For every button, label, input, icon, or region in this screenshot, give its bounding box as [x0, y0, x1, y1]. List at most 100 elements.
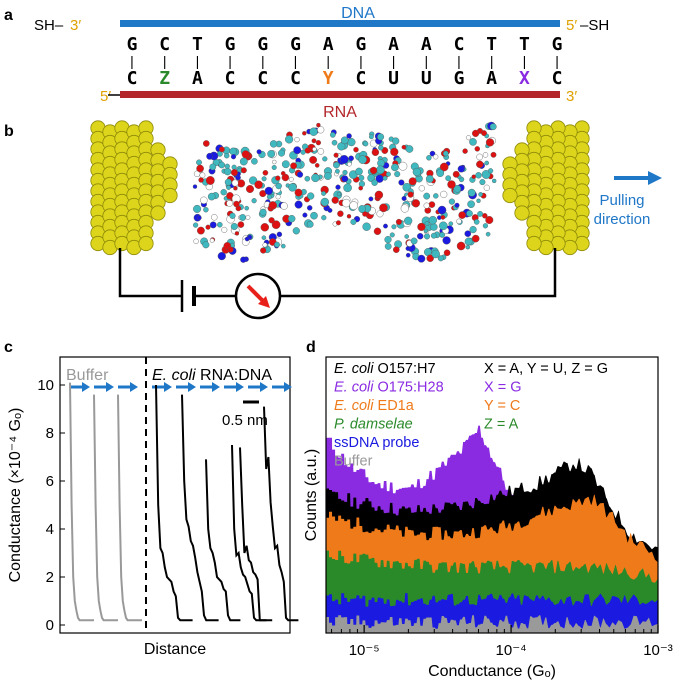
molecule-atom — [193, 238, 199, 245]
ammeter-arrowhead-icon — [258, 296, 270, 308]
molecule-atom — [275, 175, 281, 181]
molecule-atom — [401, 144, 407, 150]
molecule-atom — [430, 232, 437, 239]
molecule-atom — [404, 234, 410, 239]
molecule-atom — [281, 160, 290, 169]
molecule-atom — [220, 188, 227, 196]
molecule-atom — [262, 169, 269, 176]
molecule-atom — [296, 171, 304, 178]
circuit-wire-left — [118, 248, 182, 298]
molecule-atom — [376, 165, 385, 175]
trace-1-3 — [231, 444, 267, 622]
molecule-atom — [240, 256, 247, 263]
molecule-atom — [358, 205, 366, 213]
molecule-atom — [448, 221, 454, 226]
molecule-atom — [271, 164, 277, 170]
molecule-atom — [379, 203, 388, 213]
molecule-atom — [373, 227, 382, 236]
base-pair-bonds: | | | | | | | | | | | | | | — [130, 53, 559, 69]
molecule-atom — [342, 169, 348, 176]
molecule-atom — [390, 147, 399, 157]
dna-base-11: T — [486, 34, 497, 55]
right-gold-electrode — [502, 120, 590, 256]
rna-base-10: G — [454, 68, 465, 89]
molecule-atom — [234, 231, 240, 236]
molecule-atom — [280, 171, 286, 176]
dna-base-10: C — [454, 34, 465, 55]
panel-label-a: a — [4, 7, 13, 24]
molecule-atom — [241, 150, 250, 159]
pulling-label-1: Pulling — [599, 192, 644, 209]
panel-c-traces — [69, 382, 299, 622]
arrow-icon-1 — [106, 382, 114, 392]
molecule-atom — [452, 170, 460, 178]
y-tick-label-10: 10 — [37, 377, 54, 394]
gold-atom — [526, 235, 542, 252]
molecule-atom — [209, 221, 217, 229]
gold-atom — [514, 205, 530, 221]
trace-1-2 — [205, 459, 241, 622]
molecule-atom — [337, 142, 346, 151]
molecule-atom — [358, 155, 367, 164]
molecule-atom — [231, 164, 237, 170]
bond-0: | — [130, 53, 134, 69]
legend-italic: E. coli — [334, 361, 374, 377]
molecule-atom — [448, 198, 456, 205]
molecule-atom — [367, 174, 376, 182]
molecule-atom — [229, 147, 237, 156]
trace-0-2 — [117, 394, 142, 622]
rna-base-5: C — [290, 68, 301, 89]
molecule-atom — [216, 221, 223, 228]
trace-1-0 — [155, 384, 193, 622]
panel-d-x-ticks: 10⁻⁵ 10⁻⁴ 10⁻³ — [331, 625, 673, 659]
bond-6: | — [326, 53, 330, 69]
y-tick-label-2: 2 — [46, 569, 54, 586]
molecule-atom — [317, 148, 325, 155]
molecule-atom — [392, 246, 400, 253]
molecule-atom — [309, 127, 318, 136]
molecule-atom — [331, 196, 339, 204]
dna-base-4: G — [257, 34, 268, 55]
molecule-atom — [353, 146, 359, 153]
molecule-atom — [479, 179, 486, 186]
molecule-atom — [271, 220, 281, 229]
molecule-atom — [481, 130, 487, 137]
dna-label: DNA — [341, 5, 375, 22]
gold-atom — [138, 235, 154, 252]
molecule-atom — [259, 208, 267, 216]
bond-12: | — [523, 53, 527, 69]
molecule-atom — [245, 184, 254, 193]
molecule-atom — [369, 166, 378, 175]
molecule-atom — [226, 185, 232, 190]
molecule-atom — [437, 205, 447, 215]
molecule-atom — [233, 186, 238, 191]
panel-c-ylabel: Conductance (×10⁻⁴ Gₒ) — [7, 408, 24, 583]
molecule-atom — [417, 222, 426, 232]
molecule-atom — [203, 206, 209, 213]
legend-text: Buffer — [334, 454, 373, 470]
molecule-atom — [425, 174, 434, 183]
molecule-atom — [389, 232, 395, 238]
trace-1-4 — [239, 447, 273, 622]
molecule-atom — [244, 236, 250, 242]
molecule-atom — [481, 170, 491, 179]
rna-dna-molecule — [192, 121, 497, 263]
molecule-atom — [218, 161, 225, 169]
molecule-atom — [199, 172, 206, 179]
bond-3: | — [228, 53, 232, 69]
molecule-atom — [362, 222, 371, 231]
molecule-atom — [209, 238, 215, 243]
molecule-atom — [363, 141, 369, 147]
molecule-atom — [462, 148, 468, 154]
sh-left: SH– — [34, 17, 64, 34]
molecule-atom — [304, 147, 311, 154]
molecule-atom — [196, 215, 202, 221]
mapping-entry-3: Z = A — [484, 417, 519, 433]
molecule-atom — [260, 247, 267, 254]
molecule-atom — [261, 176, 267, 182]
molecule-atom — [233, 200, 240, 208]
panel-d-ylabel: Counts (a.u.) — [303, 449, 320, 541]
molecule-atom — [294, 200, 303, 209]
